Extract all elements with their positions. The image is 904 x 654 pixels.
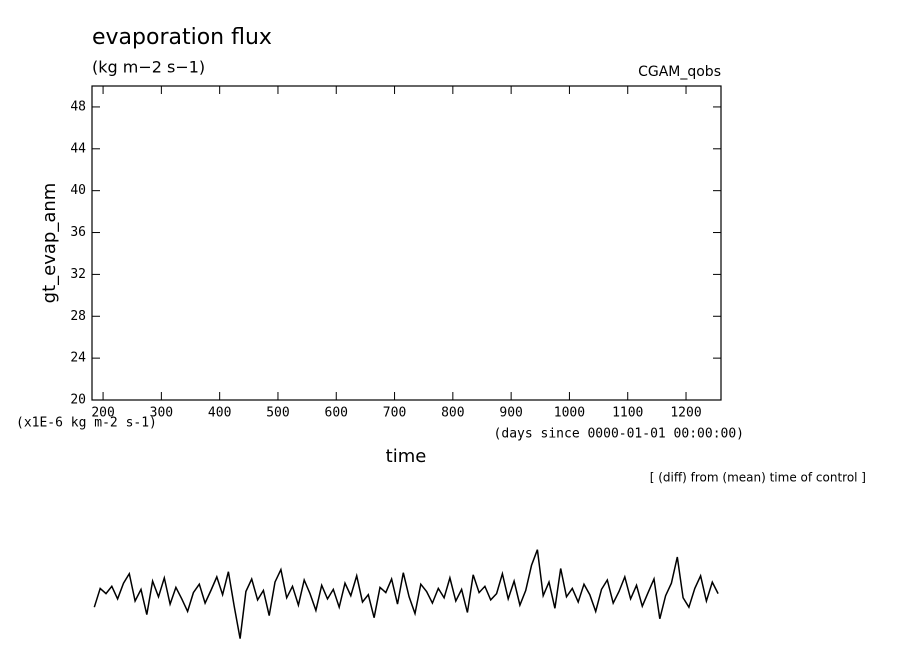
y-axis-label: gt_evap_anm — [39, 183, 60, 304]
y-tick-label: 44 — [70, 141, 86, 156]
y-units-note: (x1E-6 kg m-2 s-1) — [16, 416, 157, 431]
data-line — [93, 549, 719, 639]
x-tick-label: 1000 — [554, 406, 585, 421]
x-tick-label: 200 — [91, 406, 114, 421]
x-tick-label: 900 — [499, 406, 522, 421]
x-tick-label: 300 — [150, 406, 173, 421]
x-tick-label: 500 — [266, 406, 289, 421]
x-tick-label: 800 — [441, 406, 464, 421]
dataset-label: CGAM_qobs — [638, 64, 721, 80]
x-tick-label: 1100 — [612, 406, 643, 421]
x-tick-label: 1200 — [670, 406, 701, 421]
x-axis-label: time — [386, 446, 427, 467]
y-tick-label: 48 — [70, 99, 86, 114]
x-tick-label: 600 — [325, 406, 348, 421]
plot-frame — [91, 85, 722, 401]
chart-subtitle: (kg m−2 s−1) — [92, 58, 205, 77]
x-tick-label: 700 — [383, 406, 406, 421]
y-tick-label: 20 — [70, 393, 86, 408]
y-tick-label: 28 — [70, 309, 86, 324]
x-units-note: (days since 0000-01-01 00:00:00) — [494, 427, 744, 442]
y-tick-label: 36 — [70, 225, 86, 240]
y-tick-label: 32 — [70, 267, 86, 282]
annotation: [ (diff) from (mean) time of control ] — [650, 471, 866, 485]
y-tick-label: 40 — [70, 183, 86, 198]
y-tick-label: 24 — [70, 351, 86, 366]
x-tick-label: 400 — [208, 406, 231, 421]
chart-title: evaporation flux — [92, 25, 272, 50]
